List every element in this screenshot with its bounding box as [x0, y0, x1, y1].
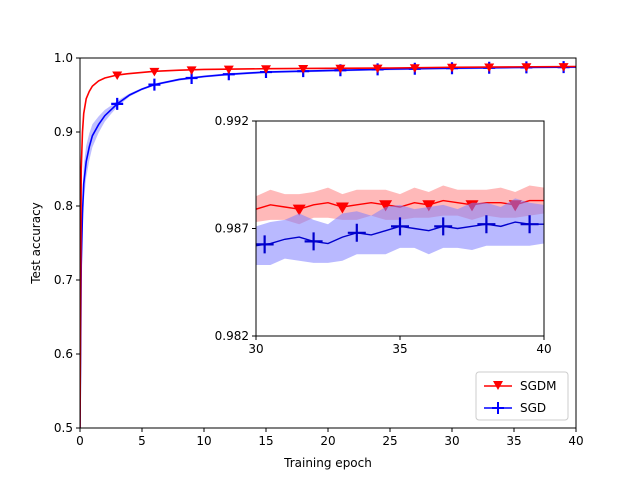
main-axes: 0 5 10 15 20 25 30 35 40 0.5 0.6 0.7 0.8 0.9 1.0 Trai… [29, 51, 584, 470]
main-xtick-label: 35 [506, 434, 521, 448]
y-axis-label: Test accuracy [29, 202, 43, 285]
main-line-sgd [80, 66, 576, 428]
main-xtick-label: 15 [258, 434, 273, 448]
main-xtick-label: 20 [320, 434, 335, 448]
legend: SGDM SGD [475, 371, 569, 421]
main-xtick-label: 5 [138, 434, 146, 448]
main-xtick-label: 0 [76, 434, 84, 448]
main-marker-sgdm [335, 64, 346, 74]
inset-ytick-label: 0.982 [215, 329, 249, 343]
inset-series-sgd [256, 198, 544, 266]
main-x-ticks: 0 5 10 15 20 25 30 35 40 [76, 428, 584, 448]
main-ytick-label: 0.8 [54, 199, 73, 213]
main-marker-sgd [111, 97, 124, 110]
main-ytick-label: 0.6 [54, 347, 73, 361]
main-marker-sgdm [409, 64, 420, 73]
inset-series-layer [256, 185, 544, 266]
main-xtick-label: 10 [196, 434, 211, 448]
main-series-layer [80, 61, 576, 428]
inset-marker-sgdm [422, 200, 436, 212]
main-xtick-label: 25 [382, 434, 397, 448]
main-xtick-label: 30 [444, 434, 459, 448]
inset-marker-sgd [477, 215, 496, 234]
inset-marker-sgd [520, 215, 539, 234]
inset-ytick-label: 0.987 [215, 222, 249, 236]
inset-ytick-label: 0.992 [215, 114, 249, 128]
legend-sgdm-marker [493, 381, 503, 390]
main-marker-sgdm [261, 65, 271, 74]
main-marker-sgdm [558, 63, 569, 72]
main-marker-sgd [148, 78, 161, 91]
main-marker-sgdm [112, 71, 123, 81]
inset-xtick-label: 40 [536, 342, 551, 356]
inset-marker-sgdm [379, 200, 393, 212]
legend-sgd-marker [492, 402, 504, 414]
main-xtick-label: 40 [568, 434, 583, 448]
inset-axes: 30 35 40 0.982 0.987 0.992 [215, 114, 552, 356]
main-marker-sgdm [298, 65, 309, 74]
main-series-sgdm [80, 63, 576, 428]
main-marker-sgdm [447, 63, 457, 73]
main-ytick-label: 0.7 [54, 273, 73, 287]
inset-xtick-label: 30 [248, 342, 263, 356]
main-y-ticks: 0.5 0.6 0.7 0.8 0.9 1.0 [54, 51, 80, 435]
inset-marker-sgd [434, 217, 453, 236]
inset-xtick-label: 35 [392, 342, 407, 356]
inset-marker-sgd [391, 217, 409, 236]
main-marker-sgdm [186, 66, 197, 75]
main-marker-sgdm [484, 63, 495, 73]
inset-marker-sgd [256, 235, 274, 254]
inset-marker-sgdm [335, 202, 349, 214]
inset-marker-sgd [304, 232, 323, 251]
main-ytick-label: 0.9 [54, 125, 73, 139]
legend-sgdm-label: SGDM [520, 379, 557, 393]
main-marker-sgdm [521, 63, 532, 72]
main-marker-sgdm [149, 67, 160, 77]
main-marker-sgdm [223, 65, 234, 75]
legend-sgd-label: SGD [520, 401, 546, 415]
main-marker-sgdm [372, 64, 383, 74]
inset-x-ticks: 30 35 40 [248, 336, 552, 356]
inset-marker-sgdm [292, 204, 306, 216]
x-axis-label: Training epoch [283, 456, 372, 470]
inset-marker-sgd [347, 223, 366, 242]
main-ytick-label: 0.5 [54, 421, 73, 435]
main-ytick-label: 1.0 [54, 51, 73, 65]
inset-y-ticks: 0.982 0.987 0.992 [215, 114, 256, 343]
